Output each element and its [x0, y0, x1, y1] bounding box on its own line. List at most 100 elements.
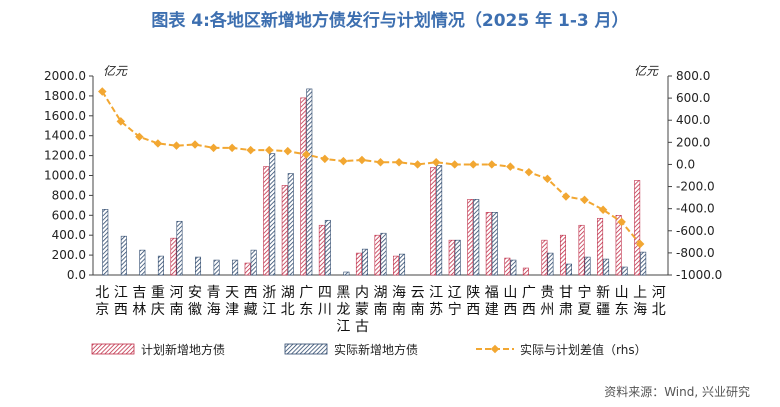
x-tick-label: 吉林 [132, 285, 146, 318]
bar-actual [565, 263, 572, 276]
line-marker-diff [413, 160, 422, 169]
x-tick-label: 湖南 [374, 285, 388, 318]
line-marker-diff [172, 141, 181, 150]
bar-actual [640, 251, 647, 276]
line-marker-diff [116, 117, 126, 126]
x-tick-label: 海南 [392, 285, 406, 318]
bar-actual [269, 153, 276, 276]
x-tick-label: 天津 [225, 285, 239, 318]
y-tick-label-right: -800.0 [676, 246, 715, 260]
bar-actual [213, 259, 220, 276]
line-marker-diff [209, 143, 218, 153]
bar-planned [355, 252, 362, 276]
y-tick-label-left: 200.0 [52, 248, 86, 262]
x-tick-label: 河南 [169, 285, 183, 318]
bar-planned [281, 185, 288, 276]
bar-actual [157, 255, 164, 276]
bar-planned [393, 255, 400, 276]
line-marker-diff [190, 140, 200, 149]
y-tick-label-left: 1600.0 [44, 109, 86, 123]
bar-actual [436, 165, 443, 276]
y-unit-right: 亿元 [634, 64, 659, 78]
bar-actual [120, 235, 127, 276]
line-marker-diff [487, 160, 497, 169]
y-tick-label-right: 600.0 [676, 91, 710, 105]
bar-actual [306, 88, 313, 276]
line-marker-diff [98, 87, 107, 96]
x-tick-label: 新疆 [596, 285, 610, 318]
bar-actual [399, 253, 406, 276]
bar-actual [176, 220, 183, 276]
y-unit-left: 亿元 [103, 64, 128, 78]
y-tick-label-right: 200.0 [676, 135, 710, 149]
x-tick-label: 北京 [95, 285, 109, 318]
bar-actual [547, 252, 554, 276]
y-tick-label-left: 600.0 [52, 208, 86, 222]
bar-actual [603, 258, 610, 276]
y-tick-label-left: 800.0 [52, 188, 86, 202]
line-marker-diff [283, 146, 293, 156]
y-tick-label-left: 1000.0 [44, 169, 86, 183]
line-marker-diff [302, 150, 311, 159]
bar-planned [578, 224, 585, 276]
y-tick-label-left: 1200.0 [44, 149, 86, 163]
line-marker-diff [580, 195, 589, 205]
y-tick-label-left: 400.0 [52, 228, 86, 242]
bar-actual [343, 271, 350, 276]
x-tick-label: 江苏 [429, 285, 443, 318]
y-tick-label-right: 800.0 [676, 69, 710, 83]
x-tick-label: 黑龙江 [336, 285, 350, 335]
line-marker-diff [450, 160, 459, 169]
bar-actual [380, 232, 387, 276]
x-tick-label: 重庆 [151, 285, 165, 318]
line-marker-diff [227, 143, 237, 153]
bar-planned [318, 224, 325, 276]
bar-actual [102, 209, 109, 276]
bar-actual [361, 248, 368, 276]
bar-planned [430, 167, 437, 276]
y-tick-label-right: -1000.0 [676, 268, 722, 282]
source-note: 资料来源：Wind, 兴业研究 [604, 385, 750, 399]
y-tick-label-left: 0.0 [67, 268, 86, 282]
bar-planned [170, 237, 177, 276]
line-marker-diff [524, 167, 534, 177]
line-marker-diff [543, 174, 552, 184]
bar-actual [510, 259, 517, 276]
x-tick-label: 广东 [299, 285, 313, 318]
line-marker-diff [153, 139, 163, 148]
x-tick-label: 内蒙古 [355, 285, 369, 335]
y-tick-label-right: -400.0 [676, 202, 715, 216]
bar-planned [634, 180, 641, 276]
legend: 计划新增地方债 实际新增地方债 实际与计划差值（rhs） [91, 342, 647, 357]
bar-actual [491, 212, 498, 276]
bar-actual [139, 249, 146, 276]
line-marker-diff [431, 157, 441, 167]
y-tick-label-right: -600.0 [676, 224, 715, 238]
line-marker-diff [468, 160, 478, 169]
line-marker-diff [246, 145, 255, 155]
bar-actual [324, 219, 331, 276]
legend-marker-line [490, 344, 500, 354]
y-tick-label-left: 1800.0 [44, 89, 86, 103]
bar-actual [454, 239, 461, 276]
bar-planned [374, 234, 381, 276]
line-marker-diff [506, 162, 515, 171]
bar-planned [467, 199, 474, 276]
bar-planned [597, 217, 604, 276]
bar-actual [195, 256, 202, 276]
bar-actual [584, 256, 591, 276]
x-tick-label: 上海 [633, 285, 647, 318]
line-marker-diff [135, 132, 144, 142]
bar-actual [250, 249, 257, 276]
chart-title: 图表 4:各地区新增地方债发行与计划情况（2025 年 1-3 月） [151, 11, 629, 31]
x-tick-label: 云南 [411, 285, 425, 318]
bar-actual [621, 266, 628, 276]
bar-actual [287, 173, 294, 276]
x-tick-label: 四川 [318, 285, 332, 318]
line-marker-diff [264, 145, 274, 155]
bar-planned [263, 166, 270, 276]
x-tick-label: 安徽 [188, 285, 202, 318]
line-marker-diff [320, 154, 330, 164]
x-tick-label: 浙江 [262, 285, 276, 318]
y-tick-label-right: -200.0 [676, 180, 715, 194]
